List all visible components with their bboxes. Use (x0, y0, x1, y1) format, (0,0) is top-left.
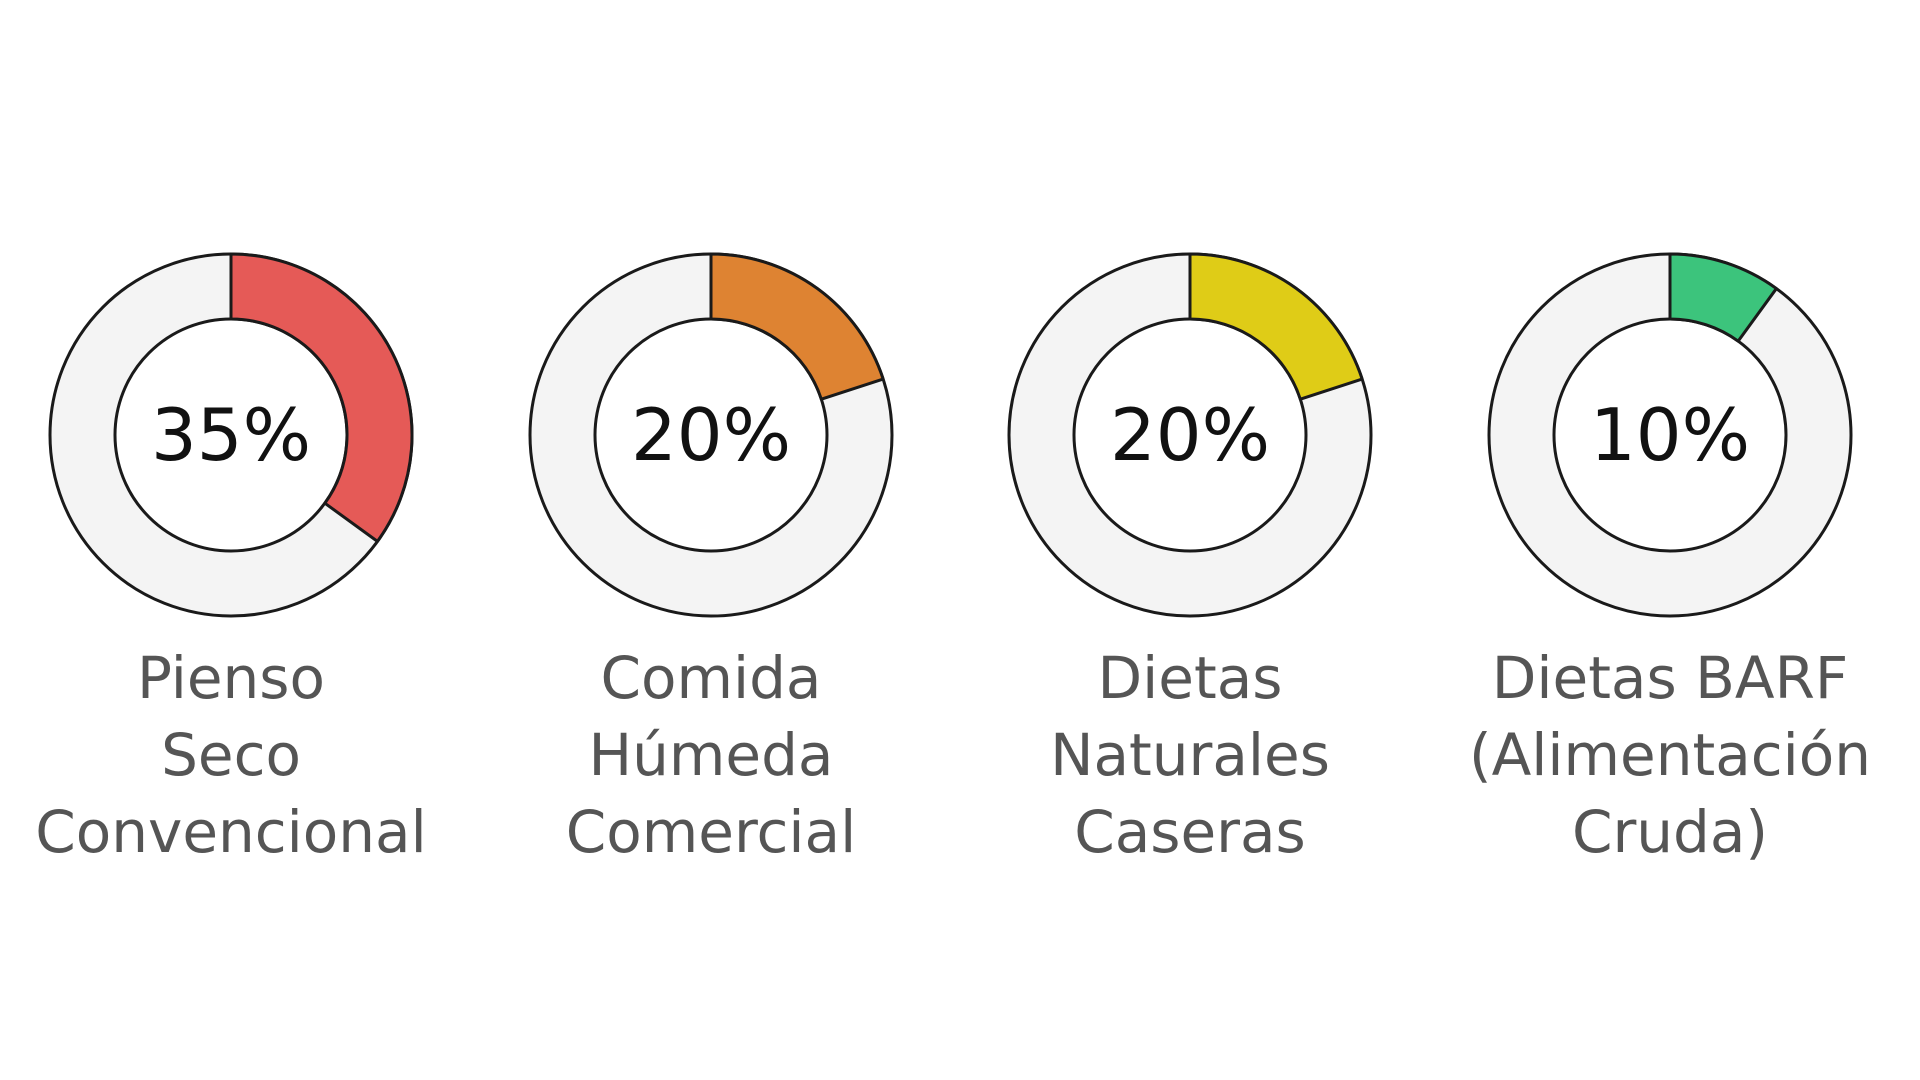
donut-segment (709, 252, 885, 401)
percent-label: 20% (1110, 393, 1270, 477)
category-label: Dietas Naturales Caseras (1050, 644, 1330, 866)
category-label: Comida Húmeda Comercial (565, 644, 857, 866)
category-label: Pienso Seco Convencional (35, 644, 427, 866)
category-label: Dietas BARF (Alimentación Cruda) (1468, 644, 1871, 866)
donut-segment (229, 252, 414, 543)
percent-label: 35% (151, 393, 311, 477)
donut-segment (1668, 252, 1778, 343)
donut-segment (1188, 252, 1364, 401)
percent-label: 10% (1590, 393, 1750, 477)
donut-ring (1487, 252, 1853, 618)
percent-label: 20% (631, 393, 791, 477)
